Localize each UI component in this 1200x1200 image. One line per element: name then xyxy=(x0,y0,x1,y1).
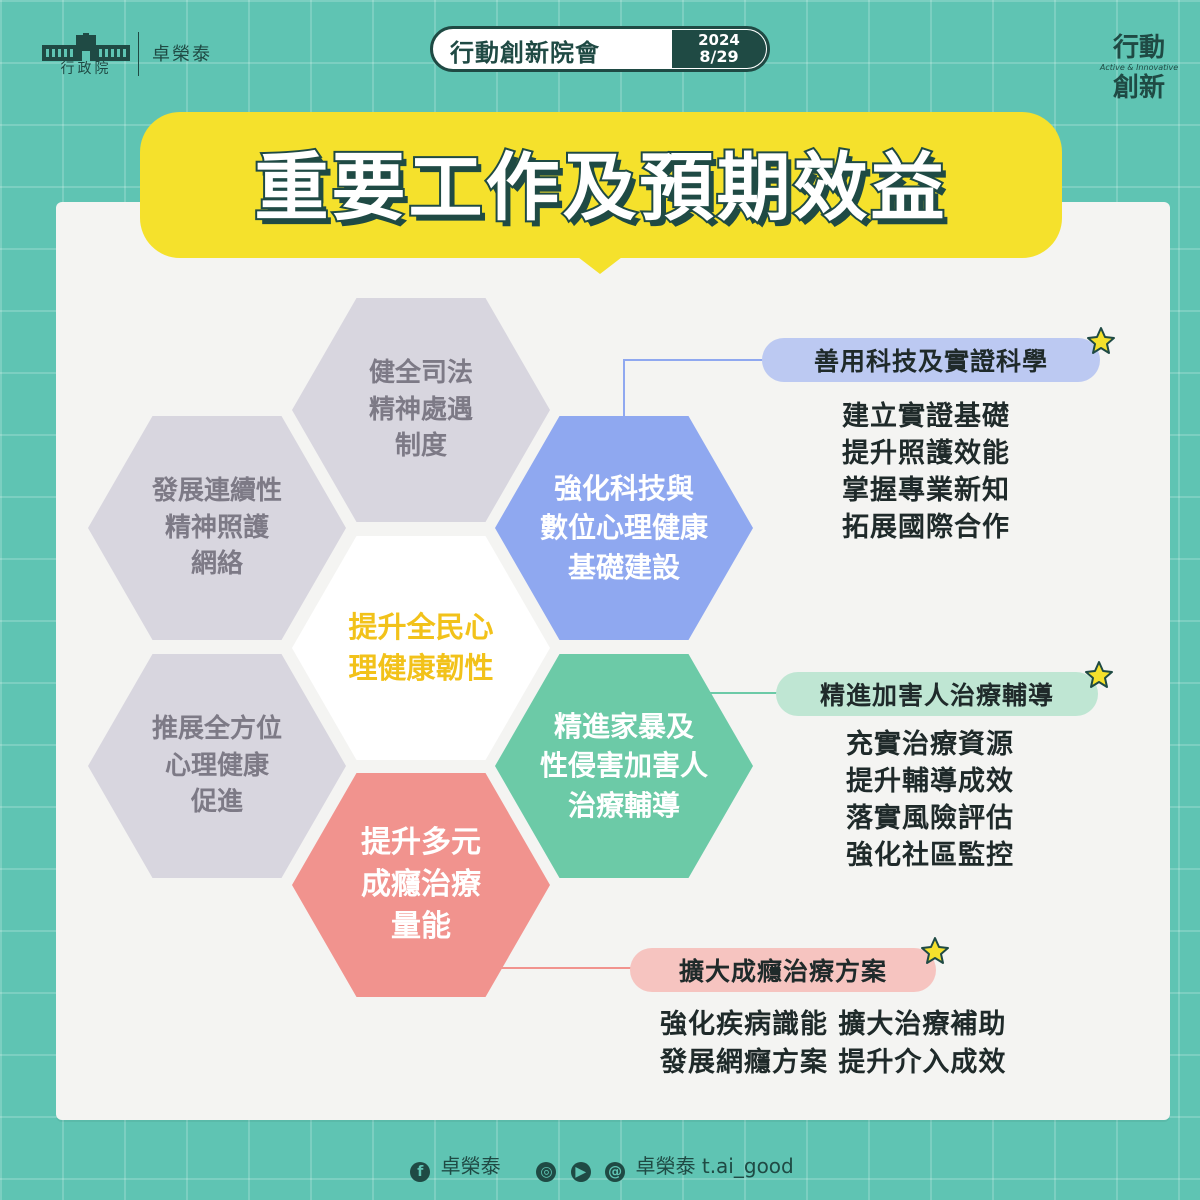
pill-tech: 善用科技及實證科學 xyxy=(762,338,1100,382)
star-icon xyxy=(1087,327,1115,354)
pill-violence: 精進加害人治療輔導 xyxy=(776,672,1098,716)
pill-violence-label: 精進加害人治療輔導 xyxy=(819,681,1054,710)
violence-benefits-list: 充實治療資源 提升輔導成效 落實風險評估 強化社區監控 xyxy=(846,729,1014,871)
hex-center-label: 提升全民心 理健康韌性 xyxy=(348,610,494,685)
addiction-benefits-list: 強化疾病識能 擴大治療補助 發展網癮方案 提升介入成效 xyxy=(660,1009,1007,1078)
instagram-icon[interactable]: ◎ xyxy=(536,1162,557,1182)
pill-addiction: 擴大成癮治療方案 xyxy=(630,948,936,992)
hex-judicial-treatment: 健全司法 精神處遇 制度 xyxy=(292,298,550,522)
hex-addiction-label: 提升多元 成癮治療 量能 xyxy=(361,825,481,944)
tech-benefits-list: 建立實證基礎 提升照護效能 掌握專業新知 拓展國際合作 xyxy=(842,401,1010,543)
gov-org-name: 行政院 xyxy=(60,61,112,77)
event-date: 8/29 xyxy=(699,47,739,66)
threads-icon[interactable]: @ xyxy=(605,1162,626,1182)
hex-tech-label: 強化科技與 數位心理健康 基礎建設 xyxy=(539,472,708,584)
page-title: 重要工作及預期效益 xyxy=(253,143,948,233)
executive-yuan-building-icon xyxy=(42,33,130,61)
footer-social-handle[interactable]: 卓榮泰 t.ai_good xyxy=(635,1154,794,1178)
youtube-icon[interactable]: ▶ xyxy=(570,1162,591,1182)
title-banner-pointer xyxy=(574,254,626,274)
star-icon xyxy=(1085,661,1113,688)
badge-line1: 行動 xyxy=(1112,32,1165,63)
pill-addiction-label: 擴大成癮治療方案 xyxy=(678,957,887,986)
event-date-box xyxy=(672,30,766,68)
hex-violence-label: 精進家暴及 性侵害加害人 治療輔導 xyxy=(539,710,708,822)
pill-tech-label: 善用科技及實證科學 xyxy=(813,347,1048,376)
active-innovative-badge-logo: 行動 Active & Innovative 創新 xyxy=(1099,32,1178,100)
star-icon xyxy=(921,937,949,964)
hex-promotion-label: 推展全方位 心理健康 促進 xyxy=(151,714,282,818)
facebook-icon[interactable]: f xyxy=(410,1162,431,1182)
hex-judicial-label: 健全司法 精神處遇 制度 xyxy=(368,358,473,462)
header-divider xyxy=(138,32,139,76)
event-title: 行動創新院會 xyxy=(450,39,600,67)
minister-name: 卓榮泰 xyxy=(152,44,212,65)
footer-facebook-name[interactable]: 卓榮泰 xyxy=(440,1154,501,1178)
badge-line2: 創新 xyxy=(1113,72,1165,100)
badge-tagline: Active & Innovative xyxy=(1099,63,1178,72)
footer: f 卓榮泰 ◎ ▶ @ 卓榮泰 t.ai_good xyxy=(0,1150,1200,1182)
event-year: 2024 xyxy=(698,31,740,49)
hex-continuity-label: 發展連續性 精神照護 網絡 xyxy=(151,476,282,580)
title-banner xyxy=(140,112,1062,258)
